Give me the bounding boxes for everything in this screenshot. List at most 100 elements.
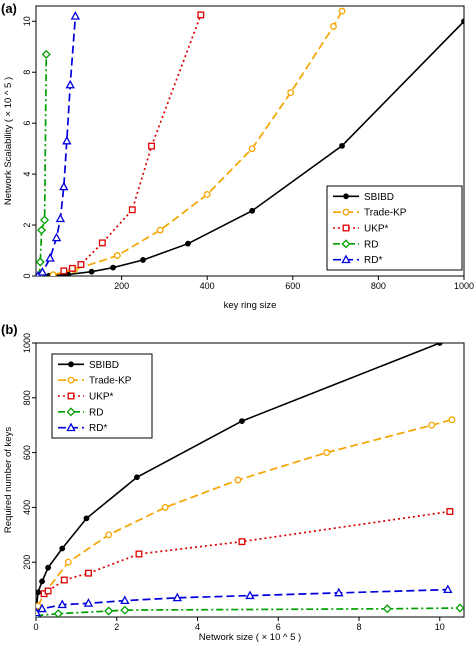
data-point-ukp bbox=[44, 587, 52, 595]
data-point-sbibd bbox=[45, 564, 52, 571]
data-point-rd bbox=[37, 267, 48, 276]
legend-marker-trade-kp bbox=[67, 376, 75, 384]
data-point-ukp bbox=[98, 239, 106, 247]
data-point-ukp bbox=[197, 11, 205, 19]
data-point-rd bbox=[62, 135, 72, 145]
data-point-sbibd bbox=[36, 589, 41, 596]
data-point-rd bbox=[45, 253, 55, 262]
x-axis-label: key ring size bbox=[224, 300, 277, 311]
x-tick-label: 200 bbox=[114, 281, 129, 291]
data-point-rd bbox=[57, 599, 67, 609]
y-axis-label: Network Scalability ( × 10 ^ 5 ) bbox=[3, 77, 14, 205]
legend-marker-ukp bbox=[342, 224, 350, 232]
data-point-trade-kp bbox=[428, 421, 436, 429]
legend-label-rd: RD bbox=[89, 407, 103, 418]
legend-marker-rd bbox=[66, 407, 76, 417]
y-tick-label: 8 bbox=[22, 70, 32, 75]
x-tick-label: 400 bbox=[200, 281, 215, 291]
data-point-sbibd bbox=[59, 545, 66, 552]
data-point-sbibd bbox=[110, 264, 116, 271]
data-point-rd bbox=[83, 598, 94, 607]
data-point-trade-kp bbox=[161, 503, 169, 511]
data-point-rd bbox=[382, 604, 392, 614]
data-point-ukp bbox=[148, 142, 156, 150]
x-tick-label: 1000 bbox=[454, 281, 474, 291]
data-point-rd bbox=[455, 603, 464, 613]
series-line-ukp bbox=[63, 14, 202, 272]
legend-label-ukp: UKP* bbox=[364, 224, 389, 235]
data-point-trade-kp bbox=[338, 7, 346, 15]
y-tick-label: 6 bbox=[22, 121, 32, 126]
x-tick-label: 0 bbox=[33, 622, 38, 632]
legend-marker-trade-kp bbox=[342, 208, 350, 216]
data-point-ukp bbox=[60, 576, 68, 584]
data-point-trade-kp bbox=[248, 145, 256, 153]
data-point-trade-kp bbox=[105, 531, 113, 539]
y-axis-label: Required number of keys bbox=[3, 427, 14, 533]
data-point-sbibd bbox=[83, 515, 90, 522]
x-tick-label: 600 bbox=[285, 281, 300, 291]
series-layer bbox=[36, 7, 464, 276]
data-point-ukp bbox=[85, 569, 92, 577]
plot-frame bbox=[35, 5, 465, 277]
x-tick-label: 6 bbox=[276, 622, 281, 632]
data-point-sbibd bbox=[436, 343, 443, 346]
data-point-trade-kp bbox=[64, 558, 72, 566]
data-point-rd bbox=[443, 584, 453, 594]
panel-label: (b) bbox=[1, 322, 18, 337]
y-tick-label: 0 bbox=[22, 273, 32, 278]
y-tick-label: 2 bbox=[22, 223, 32, 228]
chart-panel-a: (a) 200 400 600 800 1000 0 2 4 6 8 10 key ring size N… bbox=[1, 1, 474, 311]
legend-label-trade-kp: Trade-KP bbox=[89, 376, 132, 387]
data-point-rd bbox=[172, 592, 183, 602]
data-point-ukp bbox=[128, 206, 136, 214]
data-point-rd bbox=[104, 606, 114, 616]
data-point-ukp bbox=[77, 261, 85, 268]
y-tick-label: 400 bbox=[22, 500, 32, 515]
data-point-trade-kp bbox=[287, 89, 295, 97]
legend-label-sbibd: SBIBD bbox=[364, 192, 394, 203]
legend-label-ukp: UKP* bbox=[89, 392, 114, 403]
data-point-sbibd bbox=[249, 207, 256, 214]
y-tick-label: 600 bbox=[22, 445, 32, 460]
y-tick-label: 1000 bbox=[22, 333, 32, 353]
data-point-trade-kp bbox=[448, 416, 456, 424]
data-point-ukp bbox=[68, 264, 76, 272]
data-point-sbibd bbox=[339, 142, 345, 149]
legend-marker-ukp bbox=[67, 392, 75, 400]
legend-label-trade-kp: Trade-KP bbox=[364, 208, 407, 219]
y-tick-label: 10 bbox=[22, 16, 32, 26]
data-point-rd bbox=[245, 590, 255, 600]
data-point-rd bbox=[65, 79, 75, 89]
data-point-rd bbox=[41, 49, 51, 59]
data-point-sbibd bbox=[39, 578, 45, 585]
data-point-sbibd bbox=[185, 240, 191, 247]
legend-marker-rd bbox=[66, 422, 76, 432]
data-point-ukp bbox=[60, 267, 68, 275]
data-point-rd bbox=[51, 232, 62, 242]
x-tick-label: 800 bbox=[371, 281, 386, 291]
data-point-ukp bbox=[135, 550, 143, 558]
series-line-ukp bbox=[43, 510, 451, 595]
data-point-sbibd bbox=[239, 418, 245, 424]
data-point-rd bbox=[334, 587, 344, 597]
data-point-trade-kp bbox=[323, 449, 331, 457]
legend: SBIBD Trade-KP UKP* RD RD* bbox=[51, 353, 153, 439]
legend-marker-sbibd bbox=[343, 193, 349, 200]
data-point-rd bbox=[36, 607, 42, 617]
legend-marker-rd bbox=[341, 239, 351, 249]
series-line-rd bbox=[36, 607, 461, 617]
data-point-rd bbox=[37, 225, 47, 235]
legend-label-rd: RD* bbox=[89, 423, 107, 434]
data-point-rd bbox=[37, 603, 47, 613]
y-tick-label: 4 bbox=[22, 172, 32, 177]
legend-marker-rd bbox=[341, 254, 351, 264]
data-point-sbibd bbox=[88, 268, 95, 275]
panel-label: (a) bbox=[1, 1, 17, 16]
data-point-ukp bbox=[238, 538, 246, 546]
data-point-trade-kp bbox=[156, 226, 164, 234]
series-layer bbox=[36, 343, 464, 617]
data-point-rd bbox=[59, 181, 69, 191]
series-line-rd bbox=[38, 54, 48, 276]
